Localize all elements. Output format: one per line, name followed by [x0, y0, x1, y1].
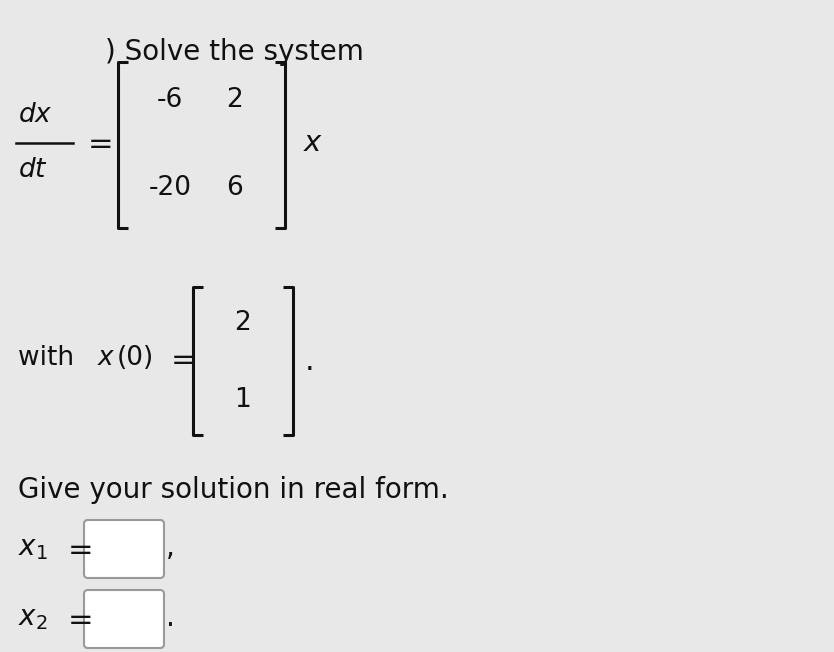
Text: $x$: $x$: [97, 345, 116, 371]
Text: 6: 6: [227, 175, 244, 201]
Text: $x_2$: $x_2$: [18, 604, 48, 632]
Text: $dx$: $dx$: [18, 102, 53, 128]
Text: 1: 1: [234, 387, 251, 413]
Text: -6: -6: [157, 87, 183, 113]
Text: (0): (0): [117, 345, 154, 371]
FancyBboxPatch shape: [84, 520, 164, 578]
Text: $x$: $x$: [303, 129, 324, 157]
Text: .: .: [305, 346, 314, 376]
Text: -20: -20: [148, 175, 192, 201]
Text: with: with: [18, 345, 83, 371]
Text: $=$: $=$: [62, 604, 93, 632]
FancyBboxPatch shape: [84, 590, 164, 648]
Text: 2: 2: [234, 310, 251, 336]
Text: Give your solution in real form.: Give your solution in real form.: [18, 476, 449, 504]
Text: $=$: $=$: [62, 533, 93, 563]
Text: $=$: $=$: [82, 128, 113, 158]
Text: $=$: $=$: [165, 344, 195, 372]
Text: $x_1$: $x_1$: [18, 534, 48, 562]
Text: .: .: [166, 604, 175, 632]
Text: 2: 2: [227, 87, 244, 113]
Text: $dt$: $dt$: [18, 157, 48, 183]
Text: ) Solve the system: ) Solve the system: [105, 38, 364, 66]
Text: ,: ,: [166, 534, 175, 562]
